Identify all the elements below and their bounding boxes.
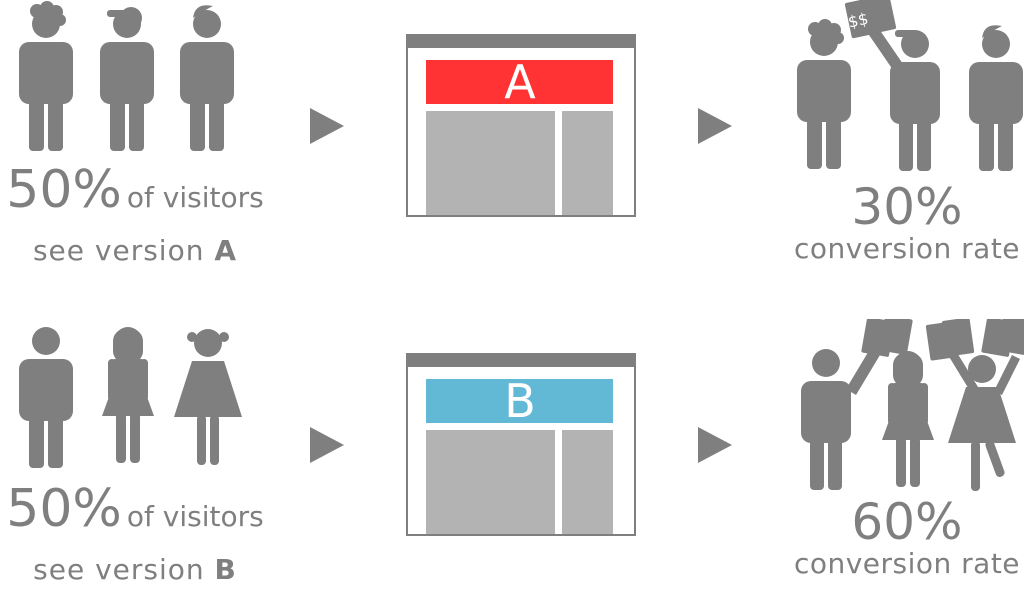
visitors-group-b-icon — [19, 327, 242, 468]
version-letter: A — [214, 234, 238, 267]
arrow-right-icon — [310, 427, 344, 463]
webpage-version-a: A — [406, 34, 636, 217]
variant-b-row: 50% of visitors see version B B — [0, 319, 1024, 604]
visitors-group-a-icon — [19, 1, 234, 151]
webpage-mockup-icon — [406, 353, 636, 536]
conversion-label: conversion rate — [793, 232, 1021, 265]
arrow-right-icon — [698, 108, 732, 144]
converted-group-a-icon: $$ — [797, 0, 1023, 171]
conversion-label: conversion rate — [793, 547, 1021, 580]
money-sign: $$ — [846, 9, 870, 32]
conversion-percent: 30% — [851, 178, 963, 236]
see-version-text: see version — [33, 553, 205, 586]
arrow-right-icon — [698, 427, 732, 463]
variant-a-row: 50% of visitors see version A A $$ — [0, 0, 1024, 285]
conversion-percent: 60% — [851, 493, 963, 551]
conversion-result-a: 30% conversion rate — [790, 180, 1024, 264]
visitors-suffix: of visitors — [126, 181, 264, 214]
arrow-right-icon — [310, 108, 344, 144]
page-version-label: B — [504, 374, 536, 428]
page-version-label: A — [504, 55, 536, 109]
webpage-version-b: B — [406, 353, 636, 536]
conversion-result-b: 60% conversion rate — [790, 495, 1024, 579]
visitors-share-text-a: 50% of visitors see version A — [0, 160, 270, 269]
visitors-suffix: of visitors — [126, 500, 264, 533]
visitors-percent: 50% — [6, 160, 122, 220]
visitors-percent: 50% — [6, 479, 122, 539]
page-header-bar — [426, 379, 613, 423]
converted-group-b-icon — [801, 319, 1024, 491]
visitors-share-text-b: 50% of visitors see version B — [0, 479, 270, 588]
see-version-text: see version — [32, 234, 205, 267]
webpage-mockup-icon — [406, 34, 636, 217]
page-header-bar — [426, 60, 613, 104]
version-letter: B — [214, 553, 237, 586]
